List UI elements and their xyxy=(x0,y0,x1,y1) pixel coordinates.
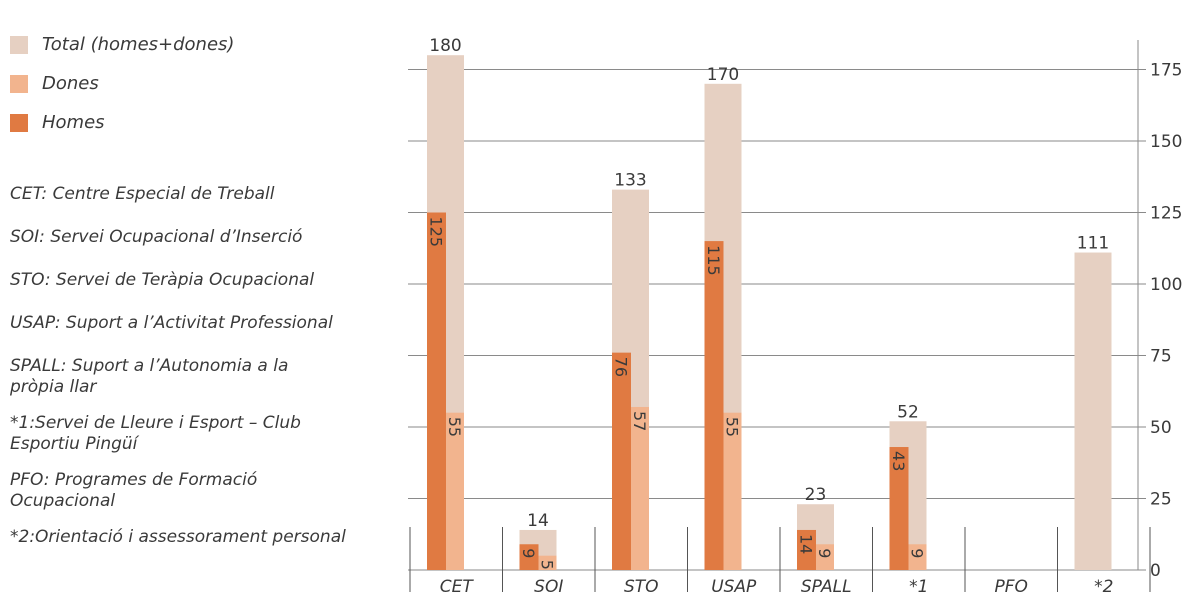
note-cet: CET: Centre Especial de Treball xyxy=(10,184,275,204)
bar-homes xyxy=(519,544,539,570)
data-label-dones: 9 xyxy=(908,548,927,558)
data-label-total: 180 xyxy=(429,36,461,56)
data-label-total: 170 xyxy=(707,65,739,85)
bar-dones xyxy=(816,544,834,570)
bar-dones xyxy=(631,406,649,570)
y-tick-label: 75 xyxy=(1150,347,1172,367)
data-label-dones: 57 xyxy=(630,411,649,431)
y-tick-label: 100 xyxy=(1150,275,1182,295)
bar-dones xyxy=(908,544,927,570)
note-spall: SPALL: Suport a l’Autonomia a la pròpia … xyxy=(10,356,289,397)
data-label-homes: 43 xyxy=(889,451,908,471)
data-label-total: 52 xyxy=(897,402,919,422)
legend-label-dones: Dones xyxy=(42,73,99,94)
x-tick-label: *2 xyxy=(1094,577,1113,597)
legend-label-homes: Homes xyxy=(42,112,105,133)
bar-homes xyxy=(427,212,446,570)
y-tick-label: 150 xyxy=(1150,132,1182,152)
abbreviation-notes: CET: Centre Especial de Treball SOI: Ser… xyxy=(10,184,390,570)
legend-swatch-homes xyxy=(10,114,28,132)
note-star2: *2:Orientació i assessorament personal xyxy=(10,527,346,547)
x-tick-label: SPALL xyxy=(801,577,852,597)
legend-swatch-dones xyxy=(10,75,28,93)
data-label-dones: 55 xyxy=(723,417,742,437)
bar-dones xyxy=(538,555,557,570)
data-label-dones: 9 xyxy=(815,548,834,558)
note-star1: *1:Servei de Lleure i Esport – Club Espo… xyxy=(10,413,301,454)
note-usap: USAP: Suport a l’Activitat Professional xyxy=(10,313,333,333)
data-label-homes: 125 xyxy=(427,217,446,248)
data-label-total: 23 xyxy=(805,485,827,505)
y-tick-label: 25 xyxy=(1150,490,1172,510)
bar-homes xyxy=(612,352,631,570)
y-tick-label: 50 xyxy=(1150,418,1172,438)
data-label-homes: 9 xyxy=(519,548,538,558)
data-label-homes: 115 xyxy=(704,245,723,276)
x-tick-label: USAP xyxy=(711,577,757,597)
x-tick-label: STO xyxy=(624,577,659,597)
legend-swatch-total xyxy=(10,36,28,54)
note-soi: SOI: Servei Ocupacional d’Inserció xyxy=(10,227,303,247)
x-tick-label: SOI xyxy=(534,577,563,597)
bar-homes xyxy=(797,529,816,570)
x-tick-label: *1 xyxy=(909,577,928,597)
x-tick-label: PFO xyxy=(995,577,1028,597)
bar-dones xyxy=(446,412,464,570)
legend-label-total: Total (homes+dones) xyxy=(42,34,235,55)
x-tick-label: CET xyxy=(440,577,475,597)
bar-homes xyxy=(889,447,909,570)
y-tick-label: 175 xyxy=(1150,61,1182,81)
data-label-dones: 5 xyxy=(538,560,557,570)
bar-homes xyxy=(704,241,724,570)
bar-total xyxy=(1074,252,1112,571)
data-label-total: 111 xyxy=(1077,234,1109,254)
bar-dones xyxy=(723,412,742,570)
data-label-homes: 14 xyxy=(797,534,816,554)
data-label-dones: 55 xyxy=(445,417,464,437)
y-tick-label: 0 xyxy=(1150,561,1161,581)
data-label-homes: 76 xyxy=(612,357,631,377)
note-pfo: PFO: Programes de Formació Ocupacional xyxy=(10,470,258,511)
y-tick-label: 125 xyxy=(1150,204,1182,224)
data-label-total: 133 xyxy=(614,171,646,191)
data-label-total: 14 xyxy=(527,511,549,531)
note-sto: STO: Servei de Teràpia Ocupacional xyxy=(10,270,315,290)
